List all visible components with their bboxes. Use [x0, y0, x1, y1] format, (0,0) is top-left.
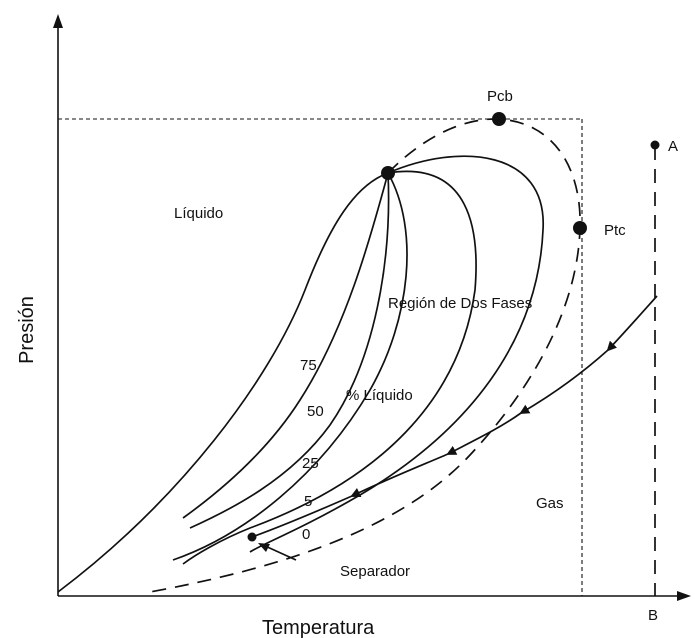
- cricondentherm-label: Ptc: [604, 222, 626, 239]
- quality-label-0: 0: [302, 526, 310, 543]
- production-path-segment-4: [350, 453, 449, 498]
- separator-point: [247, 532, 257, 542]
- quality-line-5: [182, 170, 477, 565]
- cricondentherm-point: [573, 221, 587, 235]
- x-axis-arrow-icon: [677, 591, 691, 601]
- points: [247, 112, 660, 542]
- critical-point: [381, 166, 395, 180]
- reservoir-point: [650, 140, 660, 150]
- y-axis-title: Presión: [16, 296, 38, 364]
- production-path: [251, 295, 658, 538]
- quality-line-50: [189, 172, 390, 529]
- percent-liquid-label: % Líquido: [346, 387, 413, 404]
- gas-region-label: Gas: [536, 495, 564, 512]
- x-axis-title: Temperatura: [262, 617, 375, 638]
- quality-label-25: 25: [302, 455, 319, 472]
- quality-line-25: [172, 172, 408, 561]
- production-path-segment-2: [519, 349, 609, 415]
- quality-label-50: 50: [307, 403, 324, 420]
- production-path-segment-5: [251, 495, 353, 538]
- quality-line-75: [182, 172, 389, 519]
- liquid-region-label: Líquido: [174, 205, 223, 222]
- quality-label-5: 5: [304, 493, 312, 510]
- production-path-segment-1: [606, 295, 658, 352]
- two-phase-region-label: Región de Dos Fases: [388, 295, 532, 312]
- separator-pointer-arrow-icon: [258, 543, 270, 552]
- bubble-point-curve: [57, 172, 389, 593]
- reservoir-label: A: [668, 138, 678, 155]
- quality-label-75: 75: [300, 357, 317, 374]
- axes: [53, 14, 691, 601]
- production-path-segment-3: [446, 412, 522, 455]
- separator-pointer-line: [262, 544, 297, 561]
- cricondenbar-point: [492, 112, 506, 126]
- separator-pointer: [258, 543, 297, 561]
- separator-label: Separador: [340, 563, 410, 580]
- x-axis-end-label: B: [648, 607, 658, 624]
- cricondenbar-label: Pcb: [487, 88, 513, 105]
- y-axis-arrow-icon: [53, 14, 63, 28]
- quality-line-outer: [249, 155, 544, 553]
- quality-lines: [172, 155, 544, 565]
- dew-point-curve: [149, 118, 581, 593]
